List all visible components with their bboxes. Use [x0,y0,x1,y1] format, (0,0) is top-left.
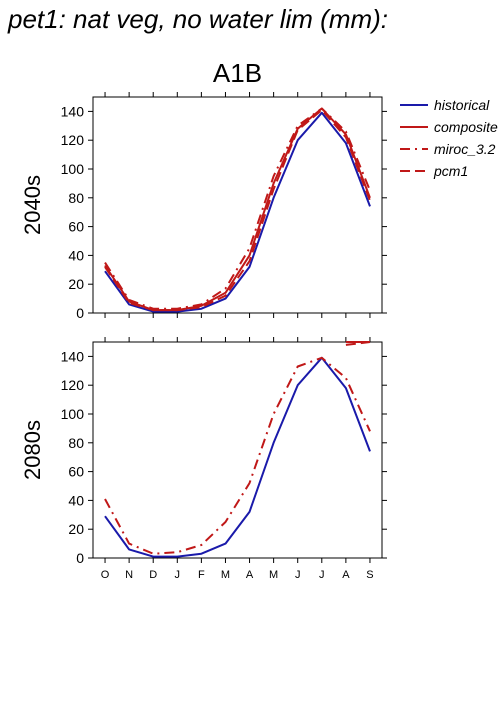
series-line-historical [104,111,371,313]
series-line-composite [104,107,371,312]
legend-label: pcm1 [433,163,468,179]
panel-2: 2080s 0 20 40 60 80 100 120 140 O N D J F M A M J J A S [20,337,387,581]
x-tick-label: M [269,569,278,581]
legend-label: historical [434,97,490,113]
figure-title: pet1: nat veg, no water lim (mm): [8,4,389,34]
x-tick-label: J [319,569,325,581]
x-tick-label: J [295,569,301,581]
x-tick-label: D [149,569,157,581]
y-axis-label: 2080s [20,420,45,480]
panel-1: A1B 2040s 0 20 40 60 80 100 120 140 historical comp… [20,58,498,321]
y-axis-label: 2040s [20,175,45,235]
x-tick-label: A [246,569,254,581]
y-tick-label: 20 [68,521,84,537]
x-tick-label: J [175,569,181,581]
legend: historical composite miroc_3.2 pcm1 [400,97,498,179]
x-tick-label: M [221,569,230,581]
y-tick-label: 120 [61,132,85,148]
x-tick-label: S [366,569,373,581]
y-tick-label: 120 [61,377,85,393]
y-tick-label: 20 [68,276,84,292]
panel-title: A1B [213,58,262,88]
legend-label: composite [434,119,498,135]
series-line-pcm1 [345,341,371,346]
series-line-miroc-3-2 [104,356,371,555]
y-tick-label: 0 [76,550,84,566]
x-tick-label: F [198,569,205,581]
series-line-historical [104,356,371,558]
y-tick-label: 60 [68,219,84,235]
x-tick-label: O [101,569,110,581]
series-line-pcm1 [104,109,371,312]
legend-label: miroc_3.2 [434,141,496,157]
y-tick-label: 40 [68,247,84,263]
y-tick-label: 80 [68,190,84,206]
plot-frame [92,341,383,559]
y-tick-label: 60 [68,464,84,480]
series-line-miroc-3-2 [104,107,371,310]
y-tick-label: 100 [61,161,85,177]
y-tick-label: 80 [68,435,84,451]
y-tick-label: 140 [61,348,85,364]
x-tick-label: N [125,569,133,581]
y-tick-label: 100 [61,406,85,422]
y-tick-label: 0 [76,305,84,321]
x-tick-label: A [342,569,350,581]
plot-frame [92,96,383,314]
y-tick-label: 140 [61,103,85,119]
y-tick-label: 40 [68,492,84,508]
